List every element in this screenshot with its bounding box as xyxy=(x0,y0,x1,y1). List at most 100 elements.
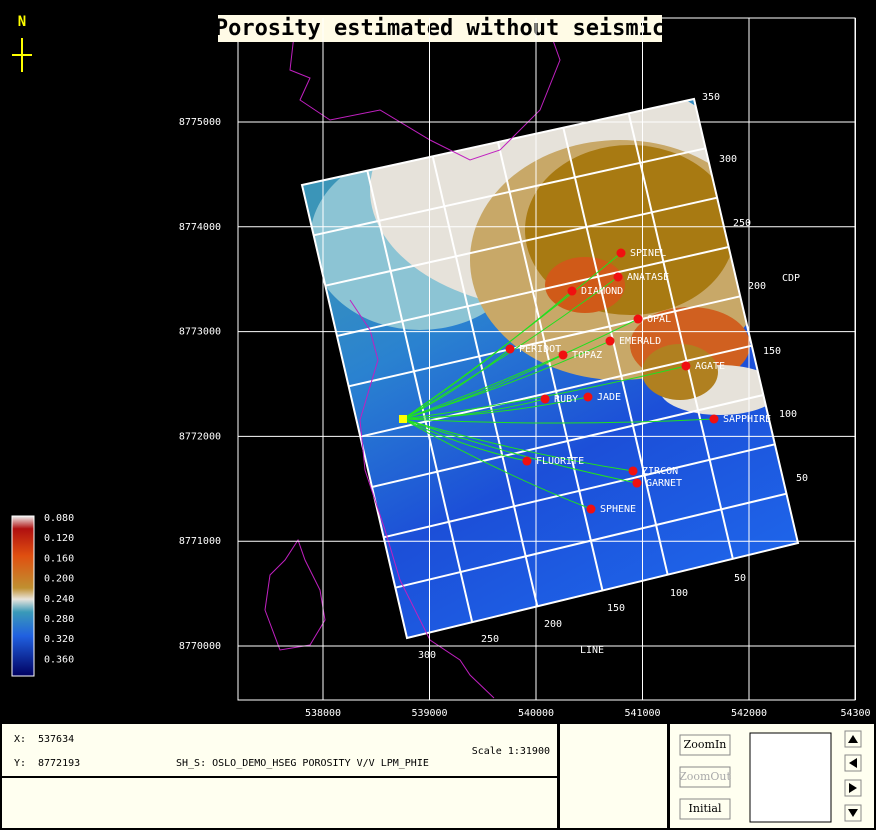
y-value: 8772193 xyxy=(38,758,80,769)
well-label: SAPPHIRE xyxy=(723,414,771,425)
x-tick-label: 541000 xyxy=(624,708,660,719)
well-label: GARNET xyxy=(646,478,682,489)
line-label: 250 xyxy=(481,634,499,645)
coastline xyxy=(264,17,561,699)
map-title: Porosity estimated without seismic xyxy=(215,16,665,41)
cdp-title: CDP xyxy=(782,273,800,284)
well[interactable] xyxy=(632,478,642,488)
well[interactable] xyxy=(583,392,593,402)
x-tick-label: 538000 xyxy=(305,708,341,719)
well[interactable] xyxy=(613,272,623,282)
line-label: 300 xyxy=(418,650,436,661)
well[interactable] xyxy=(605,336,615,346)
x-tick-label: 540000 xyxy=(518,708,554,719)
button-label[interactable]: Initial xyxy=(689,802,722,815)
well-path xyxy=(402,418,714,424)
well[interactable] xyxy=(505,344,515,354)
survey-line xyxy=(431,156,539,607)
colorbar-label: 0.320 xyxy=(44,634,74,645)
well-label: ANATASE xyxy=(627,272,669,283)
well[interactable] xyxy=(628,466,638,476)
arrow-icon xyxy=(849,783,857,793)
line-label: 50 xyxy=(734,573,746,584)
well[interactable] xyxy=(681,361,691,371)
well[interactable] xyxy=(709,414,719,424)
well-label: AGATE xyxy=(695,361,725,372)
cdp-label: 100 xyxy=(779,409,797,420)
line-label: 100 xyxy=(670,588,688,599)
well-path xyxy=(402,418,638,484)
button[interactable] xyxy=(679,734,731,756)
button[interactable] xyxy=(679,766,731,788)
well[interactable] xyxy=(558,350,568,360)
info-panel xyxy=(560,724,667,828)
colorbar-label: 0.240 xyxy=(44,594,74,605)
cdp-label: 150 xyxy=(763,346,781,357)
y-tick-label: 8773000 xyxy=(179,327,221,338)
well-label: OPAL xyxy=(647,314,671,325)
survey-grid xyxy=(313,113,787,623)
survey-line xyxy=(497,141,604,591)
well[interactable] xyxy=(522,456,532,466)
status-panel xyxy=(2,724,557,776)
well[interactable] xyxy=(567,286,577,296)
overview-box xyxy=(749,732,832,823)
well-label: JADE xyxy=(597,392,621,403)
well-label: RUBY xyxy=(554,394,578,405)
well-path xyxy=(402,318,639,420)
scale: Scale 1:31900 xyxy=(472,746,550,757)
colorbar xyxy=(11,515,35,677)
line-title: LINE xyxy=(580,645,604,656)
well-path xyxy=(402,354,564,420)
north-label: N xyxy=(18,14,26,30)
x-tick-label: 542000 xyxy=(731,708,767,719)
colorbar-label: 0.200 xyxy=(44,574,74,585)
arrow-icon xyxy=(848,735,858,743)
well-label: FLUORITE xyxy=(536,456,584,467)
arrow-icon xyxy=(849,758,857,768)
cdp-label: 50 xyxy=(796,473,808,484)
x-value: 537634 xyxy=(38,734,74,745)
north-arrow xyxy=(12,38,32,72)
colorbar-label: 0.360 xyxy=(44,654,74,665)
x-tick-label: 54300 xyxy=(840,708,870,719)
well-path xyxy=(402,290,573,420)
x-tick-label: 539000 xyxy=(411,708,447,719)
cdp-label: 200 xyxy=(748,281,766,292)
message-panel xyxy=(2,778,557,828)
well-label: SPINEL xyxy=(630,248,666,259)
line-label: 150 xyxy=(607,603,625,614)
survey-line xyxy=(627,113,734,560)
well[interactable] xyxy=(616,248,626,258)
button[interactable] xyxy=(679,798,731,820)
well-label: DIAMOND xyxy=(581,286,623,297)
button-label[interactable]: ZoomOut xyxy=(679,770,731,783)
well[interactable] xyxy=(540,394,550,404)
y-tick-label: 8775000 xyxy=(179,117,221,128)
colorbar-label: 0.280 xyxy=(44,614,74,625)
survey-line xyxy=(366,170,474,623)
well-path xyxy=(402,418,592,510)
colorbar-label: 0.160 xyxy=(44,553,74,564)
well-path xyxy=(402,348,511,420)
well-label: SPHENE xyxy=(600,504,636,515)
well-label: PERIDOT xyxy=(519,344,561,355)
arrow-icon xyxy=(848,809,858,817)
button-label[interactable]: ZoomIn xyxy=(684,738,727,751)
y-label: Y: xyxy=(14,758,26,769)
y-tick-label: 8774000 xyxy=(179,222,221,233)
well-path xyxy=(402,418,634,472)
survey-line xyxy=(562,127,669,575)
pan-buttons[interactable] xyxy=(844,730,862,822)
y-tick-label: 8772000 xyxy=(179,431,221,442)
well[interactable] xyxy=(586,504,596,514)
cdp-label: 350 xyxy=(702,92,720,103)
title-box xyxy=(218,15,662,42)
well-label: EMERALD xyxy=(619,336,661,347)
well-path xyxy=(402,418,528,462)
platform xyxy=(398,415,407,424)
line-label: 200 xyxy=(544,619,562,630)
well[interactable] xyxy=(633,314,643,324)
cdp-label: 300 xyxy=(719,154,737,165)
